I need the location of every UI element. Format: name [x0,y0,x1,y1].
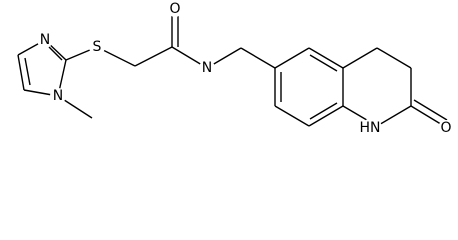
bond [274,105,310,127]
bond [48,46,63,61]
atom-labels: N N S O N HN O [37,1,454,138]
bond [413,99,448,121]
label-mask [438,120,454,136]
atom-label: O [440,120,451,136]
bond [308,47,344,69]
bond [24,57,31,86]
bond [410,105,445,127]
bond [309,54,338,72]
atom-label: HN [360,120,381,136]
bond [308,105,344,127]
bond [342,47,378,69]
bond [309,102,338,120]
label-mask [167,1,183,17]
atom-label: N [202,60,212,76]
label-mask [362,118,382,138]
bonds [17,10,448,127]
molecule-diagram: N N S O N HN O [17,1,454,138]
atom-label: O [169,1,180,17]
atom-label: N [40,32,50,48]
bond [274,47,310,69]
bond [17,54,25,91]
atom-label: N [53,88,63,104]
bond [134,46,173,67]
label-mask [37,32,53,48]
bond [376,105,412,127]
label-mask [89,39,105,55]
label-mask [199,60,215,76]
atom-label: S [93,39,102,55]
bond [240,47,276,69]
label-mask [50,88,66,104]
bond [376,47,412,69]
page: {"atoms": [{"label": "N"}, {"label": "N"… [17,1,454,138]
